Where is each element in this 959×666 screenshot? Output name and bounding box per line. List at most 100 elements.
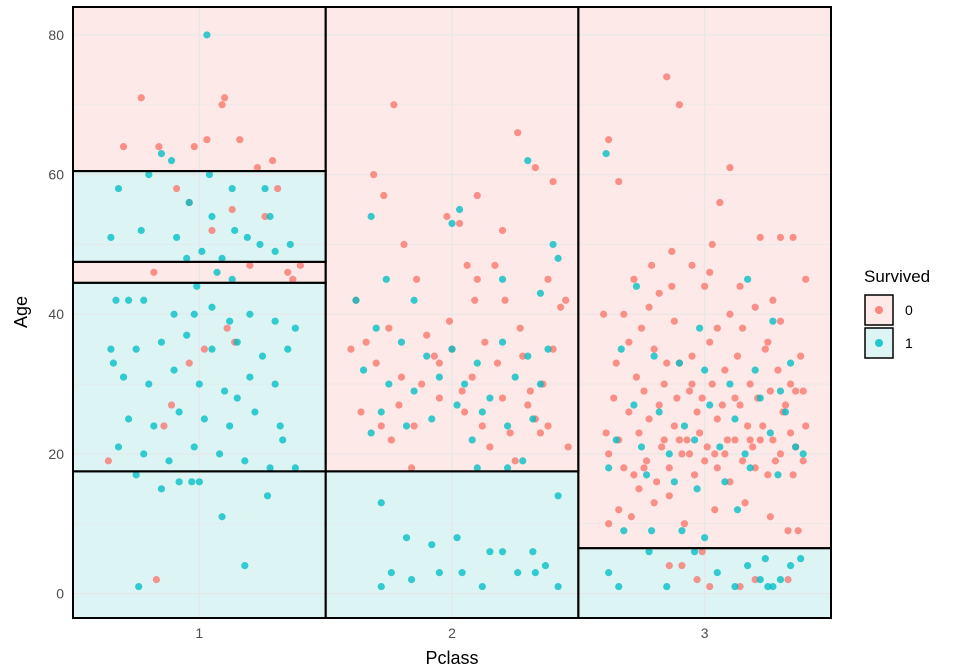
point-survived-0	[501, 296, 509, 304]
panel-border	[72, 6, 832, 619]
point-survived-1	[263, 492, 272, 500]
point-survived-0	[663, 359, 671, 367]
point-survived-1	[359, 366, 368, 374]
point-survived-0	[708, 240, 716, 249]
point-survived-0	[481, 338, 489, 346]
point-survived-0	[600, 310, 608, 318]
point-survived-0	[776, 450, 785, 458]
legend-key-point	[875, 306, 883, 314]
point-survived-0	[137, 94, 145, 102]
point-survived-0	[736, 401, 744, 409]
point-survived-0	[640, 387, 648, 395]
point-survived-0	[688, 352, 696, 360]
point-survived-1	[112, 296, 120, 304]
point-survived-0	[203, 136, 211, 144]
point-survived-0	[185, 359, 193, 367]
point-survived-1	[385, 380, 393, 388]
legend-label: 1	[905, 335, 913, 351]
point-survived-1	[690, 548, 699, 556]
point-survived-0	[786, 429, 795, 437]
point-survived-0	[708, 380, 716, 388]
point-survived-0	[726, 164, 734, 172]
point-survived-0	[761, 345, 769, 353]
point-survived-0	[397, 373, 406, 381]
point-survived-1	[428, 415, 436, 423]
point-survived-0	[713, 415, 721, 423]
point-survived-1	[124, 296, 133, 304]
x-axis-title: Pclass	[425, 648, 478, 666]
point-survived-0	[630, 471, 638, 479]
point-survived-1	[713, 569, 721, 577]
point-survived-0	[776, 317, 785, 325]
point-survived-0	[445, 317, 454, 325]
point-survived-1	[183, 254, 191, 262]
point-survived-0	[769, 296, 777, 304]
point-survived-0	[645, 303, 653, 311]
point-survived-0	[347, 345, 355, 353]
point-survived-0	[473, 191, 481, 200]
point-survived-0	[680, 520, 689, 528]
y-axis-ticks: 0 20 40 60 80	[48, 27, 64, 602]
point-survived-0	[645, 415, 653, 423]
point-survived-1	[228, 184, 236, 193]
point-survived-0	[640, 464, 648, 472]
point-survived-0	[218, 101, 226, 109]
point-survived-0	[387, 436, 395, 444]
point-survived-0	[721, 366, 729, 374]
point-survived-0	[370, 170, 378, 179]
point-survived-1	[769, 582, 777, 591]
point-survived-1	[799, 450, 807, 458]
point-survived-1	[761, 555, 769, 563]
point-survived-0	[746, 380, 754, 388]
point-survived-0	[723, 436, 732, 444]
point-survived-0	[637, 324, 646, 332]
point-survived-0	[167, 401, 176, 409]
point-survived-0	[650, 345, 658, 353]
point-survived-1	[756, 575, 764, 584]
point-survived-0	[468, 373, 476, 381]
point-survived-0	[223, 324, 231, 332]
point-survived-0	[562, 296, 570, 304]
point-survived-0	[296, 261, 304, 269]
point-survived-1	[453, 534, 461, 542]
point-survived-1	[554, 254, 562, 262]
point-survived-0	[473, 275, 481, 283]
point-survived-1	[531, 569, 539, 577]
point-survived-1	[410, 296, 418, 304]
point-survived-0	[716, 198, 724, 207]
y-tick-label: 60	[48, 167, 64, 183]
legend-label: 0	[905, 302, 913, 318]
point-survived-0	[516, 324, 524, 332]
point-survived-0	[698, 548, 706, 556]
point-survived-1	[458, 569, 466, 577]
point-survived-0	[688, 380, 696, 388]
point-survived-1	[690, 436, 699, 444]
point-survived-1	[544, 345, 552, 353]
point-survived-1	[190, 443, 198, 451]
point-survived-1	[503, 464, 512, 472]
point-survived-1	[279, 436, 287, 444]
point-survived-0	[526, 387, 534, 395]
point-survived-0	[751, 303, 759, 311]
point-survived-1	[198, 247, 206, 255]
point-survived-1	[797, 555, 805, 563]
point-survived-1	[284, 345, 292, 353]
point-survived-0	[625, 338, 633, 346]
point-survived-0	[544, 422, 552, 430]
point-survived-0	[423, 331, 431, 339]
point-survived-0	[362, 338, 370, 346]
point-survived-1	[541, 562, 550, 570]
point-survived-1	[208, 345, 216, 353]
point-survived-1	[261, 184, 269, 193]
point-survived-0	[627, 513, 635, 521]
point-survived-0	[668, 247, 676, 255]
point-survived-0	[675, 101, 684, 109]
point-survived-1	[271, 380, 279, 388]
point-survived-1	[602, 150, 610, 158]
point-survived-0	[155, 143, 163, 151]
point-survived-0	[663, 73, 671, 81]
point-survived-1	[145, 170, 153, 179]
point-survived-0	[536, 429, 545, 437]
point-survived-1	[200, 415, 208, 423]
point-survived-1	[215, 450, 224, 458]
